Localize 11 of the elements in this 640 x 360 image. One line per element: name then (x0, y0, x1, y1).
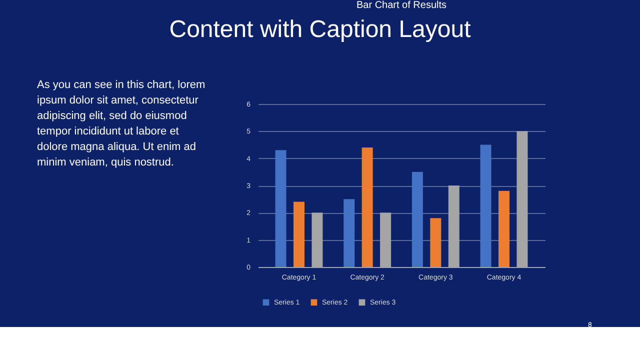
bar (498, 190, 510, 267)
bar (275, 150, 286, 267)
bar (412, 172, 423, 267)
bar (430, 218, 442, 267)
bar (344, 199, 355, 267)
chart-title: Bar Chart of Results (356, 0, 447, 11)
bar (294, 202, 304, 267)
bar (480, 144, 492, 267)
text: As you can see in this chart, lorem ipsum dolor sit amet, consectetur adipiscing elit, sed do eiusmod tempor incididunt ut labore et dolore magna aliqua. Ut enim ad minim veniam, quis nostrud. (37, 79, 206, 168)
bar (362, 147, 373, 267)
text: Content with Caption Layout (169, 16, 472, 43)
